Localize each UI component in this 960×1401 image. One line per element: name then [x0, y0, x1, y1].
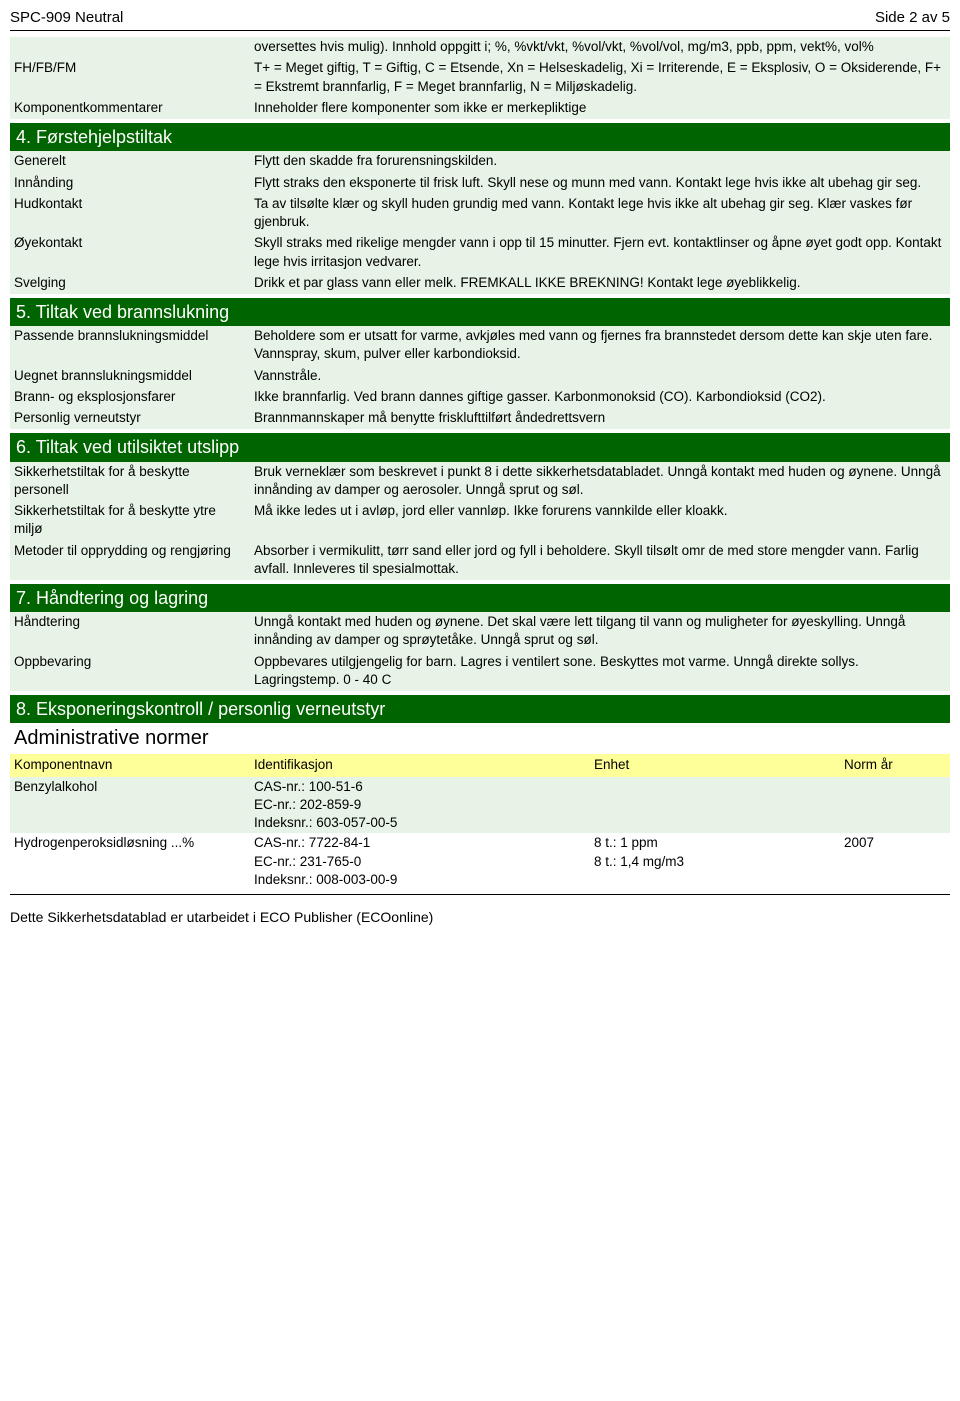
section8-table: BenzylalkoholCAS-nr.: 100-51-6EC-nr.: 20…	[10, 777, 950, 890]
row-label: Øyekontakt	[14, 234, 254, 270]
row-value: Absorber i vermikulitt, tørr sand eller …	[254, 542, 946, 578]
row-label: Generelt	[14, 152, 254, 170]
table-row: InnåndingFlytt straks den eksponerte til…	[10, 173, 950, 194]
row-label: Personlig verneutstyr	[14, 409, 254, 427]
row-value: Ta av tilsølte klær og skyll huden grund…	[254, 195, 946, 231]
row-label: Svelging	[14, 274, 254, 292]
component-enhet: 8 t.: 1 ppm8 t.: 1,4 mg/m3	[594, 834, 844, 889]
row-value: Unngå kontakt med huden og øynene. Det s…	[254, 613, 946, 649]
table-row: Brann- og eksplosjonsfarerIkke brannfarl…	[10, 387, 950, 408]
component-row: BenzylalkoholCAS-nr.: 100-51-6EC-nr.: 20…	[10, 777, 950, 834]
row-label: Sikkerhetstiltak for å beskytte ytre mil…	[14, 502, 254, 538]
row-label: Passende brannslukningsmiddel	[14, 327, 254, 363]
table-row: Sikkerhetstiltak for å beskytte personel…	[10, 462, 950, 501]
column-enhet: Enhet	[594, 756, 844, 774]
row-value: Inneholder flere komponenter som ikke er…	[254, 99, 946, 117]
table-row: KomponentkommentarerInneholder flere kom…	[10, 98, 950, 119]
table-row: OppbevaringOppbevares utilgjengelig for …	[10, 652, 950, 691]
row-value: Skyll straks med rikelige mengder vann i…	[254, 234, 946, 270]
table-row: oversettes hvis mulig). Innhold oppgitt …	[10, 37, 950, 58]
row-label: FH/FB/FM	[14, 59, 254, 95]
table-row: Sikkerhetstiltak for å beskytte ytre mil…	[10, 501, 950, 540]
row-value: Bruk verneklær som beskrevet i punkt 8 i…	[254, 463, 946, 499]
component-enhet	[594, 778, 844, 833]
table-row: FH/FB/FMT+ = Meget giftig, T = Giftig, C…	[10, 58, 950, 97]
table-row: SvelgingDrikk et par glass vann eller me…	[10, 273, 950, 294]
section4-heading: 4. Førstehjelpstiltak	[10, 123, 950, 151]
section8-subheading: Administrative normer	[10, 723, 950, 754]
component-year: 2007	[844, 834, 946, 889]
footer-text: Dette Sikkerhetsdatablad er utarbeidet i…	[10, 905, 950, 927]
section4-body: GenereltFlytt den skadde fra forurensnin…	[10, 151, 950, 294]
section6-body: Sikkerhetstiltak for å beskytte personel…	[10, 462, 950, 580]
row-value: Vannstråle.	[254, 367, 946, 385]
table-row: HåndteringUnngå kontakt med huden og øyn…	[10, 612, 950, 651]
preamble-section: oversettes hvis mulig). Innhold oppgitt …	[10, 37, 950, 119]
page-indicator: Side 2 av 5	[875, 8, 950, 28]
section8-heading: 8. Eksponeringskontroll / personlig vern…	[10, 695, 950, 723]
component-identification: CAS-nr.: 100-51-6EC-nr.: 202-859-9Indeks…	[254, 778, 594, 833]
table-row: HudkontaktTa av tilsølte klær og skyll h…	[10, 194, 950, 233]
row-value: Beholdere som er utsatt for varme, avkjø…	[254, 327, 946, 363]
section7-heading: 7. Håndtering og lagring	[10, 584, 950, 612]
row-value: Drikk et par glass vann eller melk. FREM…	[254, 274, 946, 292]
row-label: Hudkontakt	[14, 195, 254, 231]
component-name: Hydrogenperoksidløsning ...%	[14, 834, 254, 889]
row-value: Ikke brannfarlig. Ved brann dannes gifti…	[254, 388, 946, 406]
row-value: T+ = Meget giftig, T = Giftig, C = Etsen…	[254, 59, 946, 95]
column-identifikasjon: Identifikasjon	[254, 756, 594, 774]
row-value: oversettes hvis mulig). Innhold oppgitt …	[254, 38, 946, 56]
row-value: Oppbevares utilgjengelig for barn. Lagre…	[254, 653, 946, 689]
table-row: Uegnet brannslukningsmiddelVannstråle.	[10, 366, 950, 387]
component-name: Benzylalkohol	[14, 778, 254, 833]
row-label	[14, 38, 254, 56]
row-value: Brannmannskaper må benytte frisklufttilf…	[254, 409, 946, 427]
row-label: Oppbevaring	[14, 653, 254, 689]
section8-column-headers: Komponentnavn Identifikasjon Enhet Norm …	[10, 754, 950, 776]
doc-title: SPC-909 Neutral	[10, 8, 123, 28]
row-value: Flytt den skadde fra forurensningskilden…	[254, 152, 946, 170]
row-value: Må ikke ledes ut i avløp, jord eller van…	[254, 502, 946, 538]
section7-body: HåndteringUnngå kontakt med huden og øyn…	[10, 612, 950, 691]
row-label: Innånding	[14, 174, 254, 192]
column-komponentnavn: Komponentnavn	[14, 756, 254, 774]
row-value: Flytt straks den eksponerte til frisk lu…	[254, 174, 946, 192]
table-row: GenereltFlytt den skadde fra forurensnin…	[10, 151, 950, 172]
column-normar: Norm år	[844, 756, 946, 774]
section6-heading: 6. Tiltak ved utilsiktet utslipp	[10, 433, 950, 461]
table-row: Metoder til opprydding og rengjøringAbso…	[10, 541, 950, 580]
section5-heading: 5. Tiltak ved brannslukning	[10, 298, 950, 326]
row-label: Brann- og eksplosjonsfarer	[14, 388, 254, 406]
row-label: Uegnet brannslukningsmiddel	[14, 367, 254, 385]
row-label: Sikkerhetstiltak for å beskytte personel…	[14, 463, 254, 499]
row-label: Komponentkommentarer	[14, 99, 254, 117]
component-row: Hydrogenperoksidløsning ...%CAS-nr.: 772…	[10, 833, 950, 890]
row-label: Metoder til opprydding og rengjøring	[14, 542, 254, 578]
component-identification: CAS-nr.: 7722-84-1EC-nr.: 231-765-0Indek…	[254, 834, 594, 889]
footer-divider	[10, 894, 950, 895]
component-year	[844, 778, 946, 833]
row-label: Håndtering	[14, 613, 254, 649]
section5-body: Passende brannslukningsmiddelBeholdere s…	[10, 326, 950, 429]
table-row: ØyekontaktSkyll straks med rikelige meng…	[10, 233, 950, 272]
table-row: Passende brannslukningsmiddelBeholdere s…	[10, 326, 950, 365]
table-row: Personlig verneutstyrBrannmannskaper må …	[10, 408, 950, 429]
